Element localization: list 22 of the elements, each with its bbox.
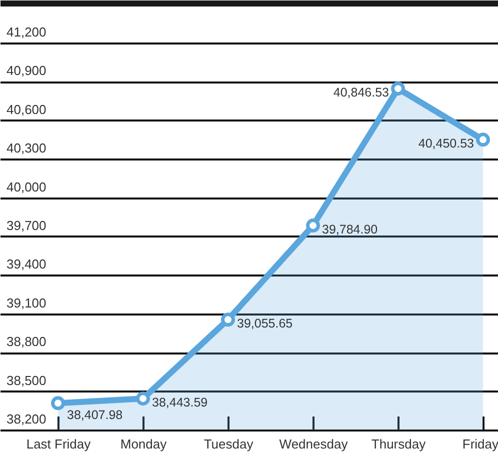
y-tick-label: 38,800 bbox=[6, 334, 46, 350]
y-tick-label: 40,000 bbox=[6, 179, 46, 194]
data-label: 39,055.65 bbox=[237, 316, 293, 331]
y-tick-label: 39,100 bbox=[6, 295, 46, 310]
y-tick-label: 40,300 bbox=[6, 140, 46, 156]
x-tick-label: Wednesday bbox=[279, 436, 348, 452]
data-label: 39,784.90 bbox=[322, 222, 378, 237]
y-tick-label: 39,700 bbox=[6, 218, 46, 233]
data-label: 38,407.98 bbox=[67, 408, 123, 422]
y-tick-label: 39,400 bbox=[6, 256, 46, 272]
data-label: 40,450.53 bbox=[418, 136, 474, 151]
y-tick-label: 41,200 bbox=[6, 24, 46, 40]
y-tick-label: 40,900 bbox=[6, 63, 46, 78]
x-tick-label: Last Friday bbox=[26, 436, 92, 452]
data-label: 40,846.53 bbox=[333, 86, 390, 100]
x-tick-label: Thursday bbox=[371, 436, 426, 452]
x-tick-label: Tuesday bbox=[204, 436, 254, 452]
y-tick-label: 38,200 bbox=[6, 412, 46, 426]
x-tick-label: Monday bbox=[120, 436, 168, 452]
y-tick-label: 38,500 bbox=[6, 372, 46, 388]
y-tick-label: 40,600 bbox=[6, 102, 46, 117]
data-label: 38,443.59 bbox=[152, 396, 208, 410]
